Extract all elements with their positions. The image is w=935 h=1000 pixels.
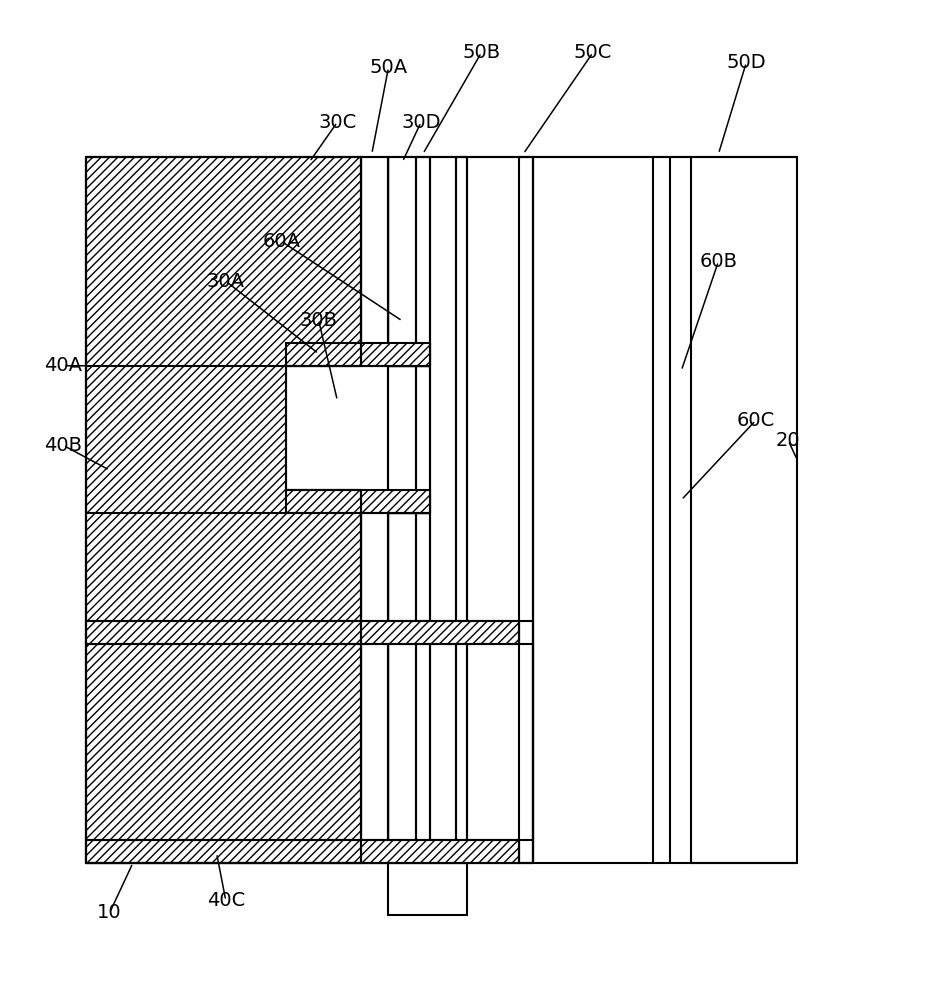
Text: 30C: 30C <box>318 113 356 132</box>
Bar <box>286 366 366 490</box>
Text: 60A: 60A <box>263 232 301 251</box>
Bar <box>86 621 519 644</box>
Text: 20: 20 <box>776 431 800 450</box>
Bar <box>286 343 430 366</box>
Bar <box>389 863 468 915</box>
Text: 40C: 40C <box>207 891 245 910</box>
Bar <box>519 157 533 863</box>
Text: 50A: 50A <box>369 58 408 77</box>
Bar <box>361 157 389 863</box>
Bar <box>86 157 361 863</box>
Bar <box>86 840 519 863</box>
Text: 50D: 50D <box>726 53 766 72</box>
Text: 50B: 50B <box>463 43 500 62</box>
Text: 50C: 50C <box>574 43 612 62</box>
Text: 40B: 40B <box>44 436 82 455</box>
Text: 30B: 30B <box>300 311 338 330</box>
Text: 30D: 30D <box>401 113 440 132</box>
Text: 10: 10 <box>97 903 122 922</box>
Text: 30A: 30A <box>207 272 245 291</box>
Bar <box>286 490 430 513</box>
Bar <box>456 157 468 863</box>
Text: 60C: 60C <box>737 411 775 430</box>
Bar <box>691 157 798 863</box>
Text: 40A: 40A <box>44 356 82 375</box>
Text: 60B: 60B <box>699 252 738 271</box>
Bar <box>416 157 430 863</box>
